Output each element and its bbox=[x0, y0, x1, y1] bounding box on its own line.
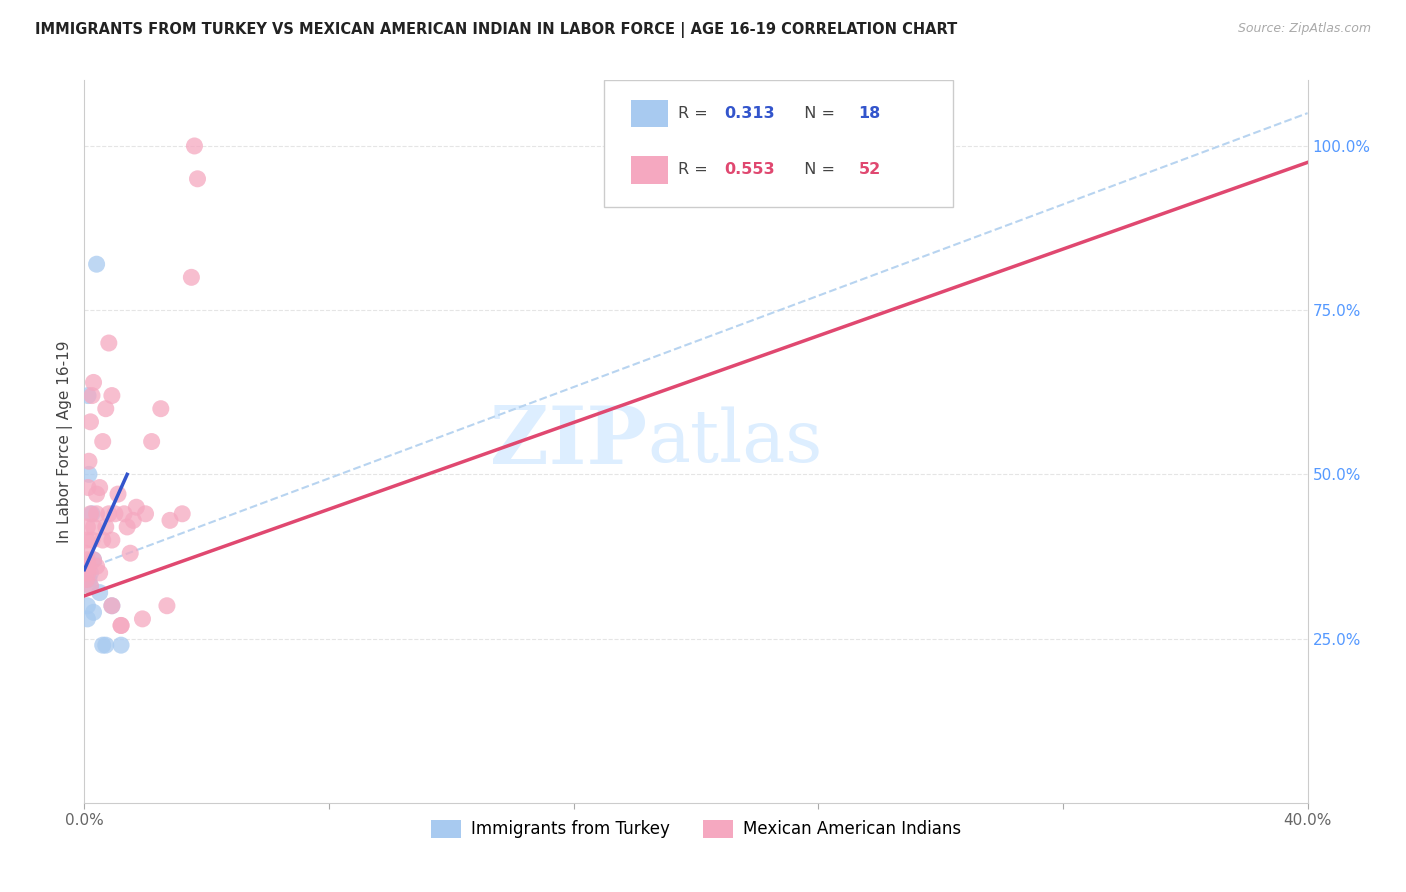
Point bbox=[76, 612, 98, 626]
Y-axis label: In Labor Force | Age 16-19: In Labor Force | Age 16-19 bbox=[58, 340, 73, 543]
Text: 18: 18 bbox=[859, 106, 882, 121]
Point bbox=[80, 533, 103, 547]
Text: atlas: atlas bbox=[647, 406, 823, 477]
Point bbox=[83, 376, 105, 390]
Point bbox=[75, 566, 97, 580]
Point bbox=[77, 481, 100, 495]
Text: ZIP: ZIP bbox=[491, 402, 647, 481]
Point bbox=[79, 579, 101, 593]
Point bbox=[75, 573, 97, 587]
Point bbox=[79, 579, 101, 593]
Point bbox=[180, 270, 202, 285]
Point bbox=[91, 434, 114, 449]
Point bbox=[97, 507, 120, 521]
Point bbox=[94, 401, 117, 416]
FancyBboxPatch shape bbox=[605, 80, 953, 207]
Point bbox=[83, 553, 105, 567]
Point bbox=[101, 599, 124, 613]
Point bbox=[110, 618, 132, 632]
Point bbox=[77, 573, 100, 587]
Point bbox=[79, 507, 101, 521]
Point bbox=[122, 513, 145, 527]
Point bbox=[75, 546, 97, 560]
Text: N =: N = bbox=[794, 162, 839, 178]
Point bbox=[94, 638, 117, 652]
Point bbox=[91, 533, 114, 547]
Point bbox=[79, 566, 101, 580]
Bar bbox=[631, 100, 668, 128]
Point bbox=[135, 507, 157, 521]
Point bbox=[186, 171, 208, 186]
Point bbox=[149, 401, 172, 416]
Point bbox=[77, 467, 100, 482]
Point bbox=[91, 638, 114, 652]
Text: IMMIGRANTS FROM TURKEY VS MEXICAN AMERICAN INDIAN IN LABOR FORCE | AGE 16-19 COR: IMMIGRANTS FROM TURKEY VS MEXICAN AMERIC… bbox=[35, 22, 957, 38]
Point bbox=[76, 599, 98, 613]
Point bbox=[80, 507, 103, 521]
Point bbox=[112, 507, 135, 521]
Text: 0.313: 0.313 bbox=[724, 106, 775, 121]
Point bbox=[107, 487, 129, 501]
Point bbox=[141, 434, 163, 449]
Text: R =: R = bbox=[678, 106, 713, 121]
Point bbox=[159, 513, 181, 527]
Point bbox=[97, 336, 120, 351]
Text: R =: R = bbox=[678, 162, 713, 178]
Point bbox=[77, 454, 100, 468]
Point bbox=[101, 599, 124, 613]
Point bbox=[75, 559, 97, 574]
Point bbox=[183, 139, 205, 153]
Point bbox=[76, 573, 98, 587]
Point bbox=[86, 559, 108, 574]
Point bbox=[104, 507, 127, 521]
Point bbox=[94, 520, 117, 534]
Point bbox=[101, 533, 124, 547]
Point bbox=[89, 566, 111, 580]
Point bbox=[83, 605, 105, 619]
Point bbox=[156, 599, 179, 613]
Point bbox=[86, 257, 108, 271]
Point bbox=[89, 585, 111, 599]
Text: Source: ZipAtlas.com: Source: ZipAtlas.com bbox=[1237, 22, 1371, 36]
Point bbox=[115, 520, 138, 534]
Point bbox=[77, 559, 100, 574]
Point bbox=[89, 481, 111, 495]
Point bbox=[172, 507, 194, 521]
Point bbox=[79, 415, 101, 429]
Point bbox=[101, 388, 124, 402]
Point bbox=[83, 553, 105, 567]
Point bbox=[125, 500, 148, 515]
Point bbox=[80, 388, 103, 402]
Text: 0.553: 0.553 bbox=[724, 162, 775, 178]
Legend: Immigrants from Turkey, Mexican American Indians: Immigrants from Turkey, Mexican American… bbox=[425, 813, 967, 845]
Point bbox=[131, 612, 153, 626]
Point bbox=[76, 533, 98, 547]
Point bbox=[83, 520, 105, 534]
Point bbox=[86, 487, 108, 501]
Point bbox=[76, 553, 98, 567]
Point bbox=[77, 566, 100, 580]
Point bbox=[110, 618, 132, 632]
Point bbox=[76, 566, 98, 580]
Point bbox=[76, 520, 98, 534]
Bar bbox=[631, 156, 668, 184]
Text: N =: N = bbox=[794, 106, 839, 121]
Point bbox=[86, 507, 108, 521]
Point bbox=[120, 546, 142, 560]
Point bbox=[110, 638, 132, 652]
Text: 52: 52 bbox=[859, 162, 882, 178]
Point bbox=[77, 388, 100, 402]
